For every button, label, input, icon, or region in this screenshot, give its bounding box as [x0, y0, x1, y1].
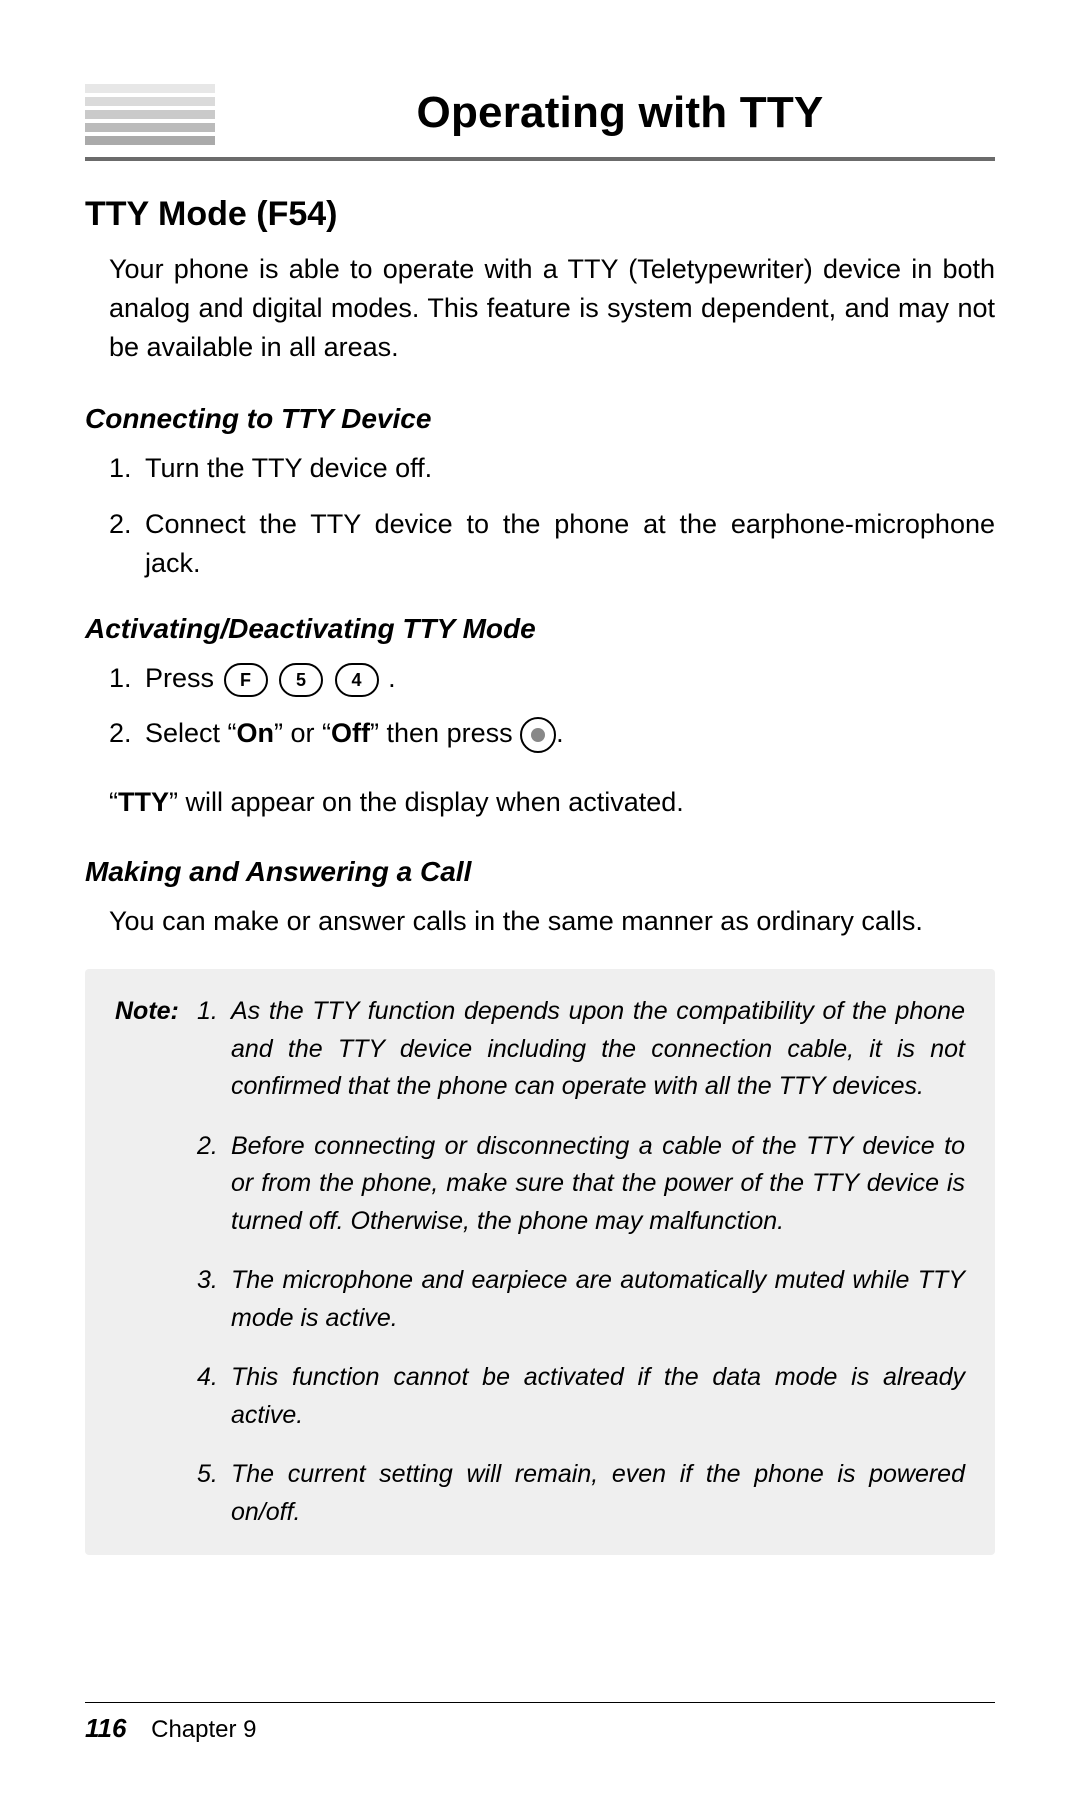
bold-tty: TTY: [118, 787, 169, 817]
section-heading: TTY Mode (F54): [85, 195, 995, 234]
header-rule: [85, 157, 995, 161]
note-number: 1.: [197, 993, 231, 1106]
list-item: 2.Before connecting or disconnecting a c…: [197, 1128, 965, 1241]
note-text: The microphone and earpiece are automati…: [231, 1262, 965, 1337]
page-number: 116: [85, 1713, 126, 1743]
page-footer: 116 Chapter 9: [85, 1702, 995, 1744]
note-text: The current setting will remain, even if…: [231, 1456, 965, 1531]
chapter-title: Operating with TTY: [245, 88, 995, 138]
list-item: 3.The microphone and earpiece are automa…: [197, 1262, 965, 1337]
step-number: 1.: [109, 449, 145, 488]
making-call-body: You can make or answer calls in the same…: [109, 902, 995, 941]
note-text: Before connecting or disconnecting a cab…: [231, 1128, 965, 1241]
note-number: 3.: [197, 1262, 231, 1337]
activation-confirmation: “TTY” will appear on the display when ac…: [109, 783, 995, 822]
connecting-steps: 1. Turn the TTY device off. 2. Connect t…: [109, 449, 995, 582]
page-header: Operating with TTY: [85, 80, 995, 145]
step-number: 1.: [109, 659, 145, 698]
text-fragment: Press: [145, 663, 222, 693]
note-number: 2.: [197, 1128, 231, 1241]
step-text: Connect the TTY device to the phone at t…: [145, 505, 995, 583]
note-text: This function cannot be activated if the…: [231, 1359, 965, 1434]
activating-steps: 1. Press F 5 4 . 2. Select “On” or “Off”…: [109, 659, 995, 753]
step-number: 2.: [109, 505, 145, 583]
list-item: 4.This function cannot be activated if t…: [197, 1359, 965, 1434]
text-fragment: ” will appear on the display when activa…: [169, 787, 684, 817]
list-item: 2. Select “On” or “Off” then press .: [109, 714, 995, 753]
list-item: 2. Connect the TTY device to the phone a…: [109, 505, 995, 583]
step-text: Press F 5 4 .: [145, 659, 995, 698]
step-text: Select “On” or “Off” then press .: [145, 714, 995, 753]
text-fragment: ” then press: [370, 718, 520, 748]
text-fragment: .: [556, 718, 564, 748]
keycap-5-icon: 5: [279, 663, 323, 697]
keycap-4-icon: 4: [335, 663, 379, 697]
note-label: Note:: [115, 993, 197, 1531]
chapter-label: Chapter 9: [151, 1716, 256, 1743]
note-number: 5.: [197, 1456, 231, 1531]
text-fragment: ” or “: [274, 718, 331, 748]
subheading-connecting: Connecting to TTY Device: [85, 403, 995, 435]
note-box: Note: 1.As the TTY function depends upon…: [85, 969, 995, 1555]
list-item: 1. Press F 5 4 .: [109, 659, 995, 698]
subheading-activating: Activating/Deactivating TTY Mode: [85, 613, 995, 645]
step-number: 2.: [109, 714, 145, 753]
note-number: 4.: [197, 1359, 231, 1434]
note-text: As the TTY function depends upon the com…: [231, 993, 965, 1106]
section-intro: Your phone is able to operate with a TTY…: [109, 250, 995, 367]
list-item: 1. Turn the TTY device off.: [109, 449, 995, 488]
bold-off: Off: [331, 718, 370, 748]
text-fragment: “: [109, 787, 118, 817]
header-stripes-icon: [85, 80, 215, 145]
note-list: 1.As the TTY function depends upon the c…: [197, 993, 965, 1531]
subheading-making-call: Making and Answering a Call: [85, 856, 995, 888]
text-fragment: .: [388, 663, 396, 693]
page: Operating with TTY TTY Mode (F54) Your p…: [0, 0, 1080, 1800]
list-item: 1.As the TTY function depends upon the c…: [197, 993, 965, 1106]
text-fragment: Select “: [145, 718, 237, 748]
list-item: 5.The current setting will remain, even …: [197, 1456, 965, 1531]
keycap-ok-icon: [520, 717, 556, 753]
step-text: Turn the TTY device off.: [145, 449, 995, 488]
bold-on: On: [237, 718, 275, 748]
keycap-f-icon: F: [224, 663, 268, 697]
